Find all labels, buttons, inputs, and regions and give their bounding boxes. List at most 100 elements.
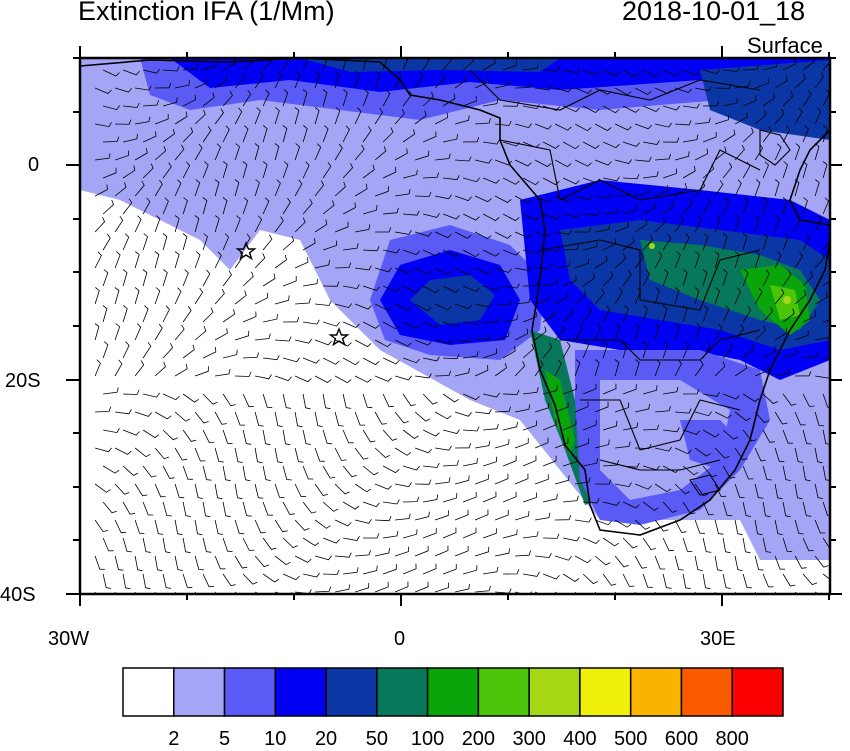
wind-barb [102, 341, 109, 359]
wind-barb [314, 375, 332, 383]
wind-barb [234, 447, 243, 463]
wind-barb [563, 536, 580, 542]
wind-barb [662, 269, 669, 287]
wind-barb [742, 429, 757, 442]
wind-barb [315, 300, 332, 306]
wind-barb [822, 61, 830, 71]
wind-barb [575, 517, 592, 523]
wind-barb [482, 348, 497, 359]
wind-barb [675, 408, 692, 414]
wind-barb [194, 109, 206, 125]
colorbar-swatch [629, 667, 683, 717]
wind-barb [563, 244, 579, 251]
wind-barb [194, 251, 201, 269]
wind-barb [114, 447, 132, 455]
wind-barb [754, 555, 764, 571]
wind-barb [803, 351, 819, 359]
wind-barb [334, 375, 352, 384]
wind-barb [202, 537, 212, 553]
wind-barb [354, 303, 372, 310]
wind-barb [114, 215, 124, 233]
wind-barb [343, 535, 360, 541]
wind-barb [363, 246, 380, 252]
wind-barb [334, 303, 352, 309]
wind-barb [523, 571, 540, 577]
wind-barb [383, 248, 400, 254]
wind-barb [194, 555, 204, 571]
wind-barb [654, 483, 672, 493]
wind-barb [362, 321, 380, 329]
wind-barb [263, 355, 280, 361]
wind-barb [722, 465, 736, 479]
wind-barb [254, 253, 266, 269]
wind-barb [534, 231, 552, 237]
wind-barb [754, 215, 760, 233]
wind-barb [574, 87, 592, 94]
wind-barb [103, 136, 120, 143]
wind-barb [662, 501, 678, 513]
wind-barb [482, 249, 500, 257]
wind-barb [835, 412, 843, 427]
wind-barb [482, 456, 498, 467]
wind-barb [442, 393, 459, 403]
wind-barb [442, 492, 458, 503]
wind-barb [302, 125, 308, 143]
wind-barb [402, 249, 420, 256]
wind-barb [574, 401, 589, 413]
wind-barb [94, 323, 100, 341]
wind-barb [242, 161, 248, 179]
wind-barb [702, 501, 714, 516]
wind-barb [554, 555, 572, 561]
wind-barb [274, 519, 288, 533]
wind-barb [495, 406, 512, 413]
wind-barb [423, 494, 439, 503]
wind-barb [322, 537, 340, 544]
wind-barb [555, 229, 572, 235]
wind-barb [843, 430, 850, 445]
wind-barb [662, 537, 675, 552]
wind-barb [274, 411, 283, 427]
wind-barb [694, 148, 709, 161]
wind-barb [362, 205, 378, 215]
wind-barb [655, 405, 671, 413]
wind-barb [95, 122, 112, 128]
wind-barb [522, 312, 537, 323]
wind-barb [742, 537, 751, 554]
wind-barb [282, 393, 292, 409]
wind-barb [582, 537, 600, 544]
wind-barb [534, 437, 549, 449]
wind-barb [754, 325, 766, 341]
wind-barb [702, 573, 711, 590]
wind-barb [774, 555, 786, 570]
wind-barb [395, 513, 411, 521]
wind-barb [482, 213, 500, 222]
wind-barb [502, 213, 520, 222]
wind-barb [542, 342, 553, 359]
wind-barb [722, 129, 736, 143]
wind-barb [122, 165, 136, 179]
wind-barb [655, 122, 672, 128]
wind-barb [382, 393, 395, 408]
wind-barb [763, 61, 778, 71]
wind-barb [615, 441, 631, 449]
wind-barb [542, 177, 560, 186]
wind-barb [274, 71, 282, 89]
wind-barb [462, 285, 480, 292]
wind-barb [302, 198, 313, 215]
wind-barb [262, 234, 273, 251]
wind-barb [674, 323, 680, 341]
wind-barb [414, 267, 432, 275]
wind-barb [214, 411, 227, 425]
wind-barb [262, 393, 273, 409]
wind-barb [122, 573, 131, 590]
wind-barb [322, 321, 340, 327]
wind-barb [735, 80, 751, 89]
wind-barb [182, 233, 188, 251]
wind-barb [262, 465, 271, 481]
wind-barb [443, 175, 460, 181]
wind-barb [734, 519, 743, 536]
wind-barb [835, 108, 839, 125]
wind-barb [754, 143, 764, 161]
wind-barb [202, 429, 215, 444]
wind-barb [222, 393, 236, 407]
